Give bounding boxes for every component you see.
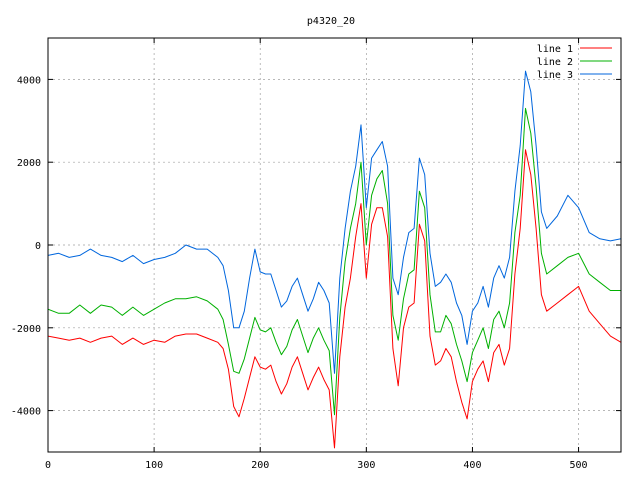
x-tick-label-3: 300 — [357, 460, 375, 471]
legend-label-3: line 3 — [537, 70, 573, 81]
series-line-1 — [48, 149, 621, 449]
y-tick-label-2: 0 — [35, 241, 41, 252]
legend: line 1 line 2 line 3 — [537, 44, 612, 81]
chart-title: p4320_20 — [307, 16, 355, 27]
series-group — [48, 70, 621, 449]
grid — [48, 38, 621, 452]
x-tick-label-5: 500 — [570, 460, 588, 471]
y-tick-label-4: 4000 — [17, 75, 41, 86]
axis-ticks: 0 100 200 300 400 500 -4000 -2000 0 2000 4000 — [11, 38, 621, 471]
x-tick-label-2: 200 — [251, 460, 269, 471]
series-line-2 — [48, 107, 621, 416]
legend-label-2: line 2 — [537, 57, 573, 68]
y-tick-label-3: 2000 — [17, 158, 41, 169]
x-tick-label-0: 0 — [45, 460, 51, 471]
x-tick-label-1: 100 — [145, 460, 163, 471]
legend-label-1: line 1 — [537, 44, 573, 55]
y-tick-label-1: -2000 — [11, 324, 41, 335]
y-tick-label-0: -4000 — [11, 407, 41, 418]
series-line-3 — [48, 70, 621, 374]
x-tick-label-4: 400 — [463, 460, 481, 471]
